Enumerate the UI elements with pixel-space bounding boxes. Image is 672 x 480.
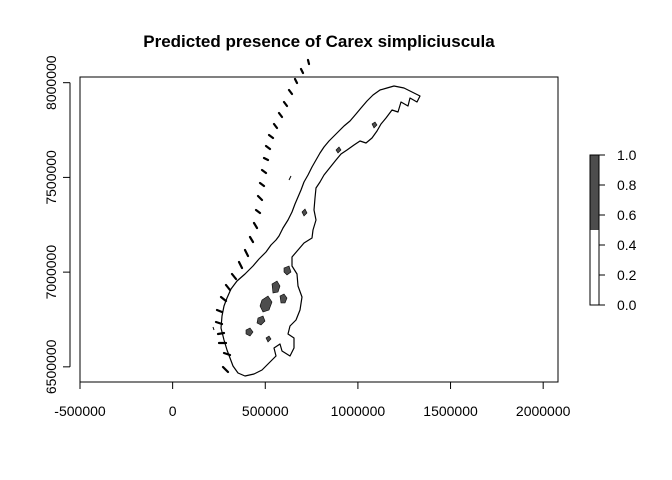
island [212, 326, 215, 331]
presence-patch [279, 293, 288, 304]
y-tick-label: 7000000 [43, 245, 59, 300]
x-tick-label: -500000 [54, 403, 106, 419]
presence-patch [335, 146, 342, 154]
presence-patches [245, 121, 378, 343]
legend-tick-label: 0.6 [617, 207, 637, 223]
island [288, 175, 292, 181]
legend-tick-label: 0.0 [617, 297, 637, 313]
presence-patch [259, 295, 273, 313]
presence-patch [271, 280, 281, 294]
presence-patch [256, 315, 266, 326]
presence-patch [301, 208, 308, 217]
legend-bin [590, 230, 599, 305]
presence-patch [245, 327, 254, 337]
y-tick-label: 7500000 [43, 150, 59, 205]
legend-frame [589, 154, 600, 306]
y-tick-label: 6500000 [43, 339, 59, 394]
x-tick-label: 1000000 [331, 403, 386, 419]
legend-tick-label: 0.2 [617, 267, 637, 283]
x-tick-label: 500000 [242, 403, 289, 419]
x-tick-label: 1500000 [423, 403, 478, 419]
presence-patch [265, 335, 272, 343]
plot-frame [79, 76, 559, 383]
presence-patch [283, 265, 292, 276]
legend-tick-label: 1.0 [617, 147, 637, 163]
x-tick-label: 2000000 [516, 403, 571, 419]
x-axis: -500000 0 500000 1000000 1500000 2000000 [54, 381, 571, 419]
legend-tick-label: 0.4 [617, 237, 637, 253]
coastline-detail [214, 58, 311, 374]
x-tick-label: 0 [169, 403, 177, 419]
legend-colorbar: 0.0 0.2 0.4 0.6 0.8 1.0 [589, 147, 637, 313]
y-axis: 6500000 7000000 7500000 8000000 [43, 55, 71, 394]
plot-title: Predicted presence of Carex simpliciuscu… [143, 32, 495, 51]
presence-patch [371, 121, 378, 129]
legend-bin [590, 155, 599, 230]
norway-map [212, 58, 421, 377]
legend-tick-label: 0.8 [617, 177, 637, 193]
y-tick-label: 8000000 [43, 55, 59, 110]
